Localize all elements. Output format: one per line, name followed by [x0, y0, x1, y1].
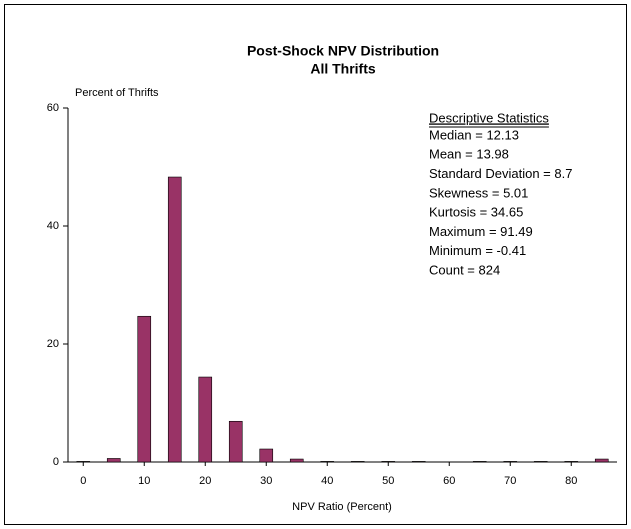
chart-frame	[4, 4, 627, 525]
x-tick-label: 60	[443, 475, 455, 487]
x-tick-label: 40	[321, 475, 333, 487]
bar	[564, 461, 579, 463]
stats-line: Kurtosis = 34.65	[429, 205, 523, 220]
bar	[106, 458, 121, 463]
bar	[594, 458, 609, 463]
x-tick-label: 0	[80, 475, 86, 487]
x-tick-label: 10	[138, 475, 150, 487]
y-tick-label: 20	[47, 338, 59, 350]
stats-line: Median = 12.13	[429, 127, 519, 142]
stats-title: Descriptive Statistics	[429, 110, 549, 125]
stats-line: Minimum = -0.41	[429, 243, 526, 258]
x-axis-label: NPV Ratio (Percent)	[292, 501, 392, 513]
x-tick-label: 80	[565, 475, 577, 487]
bar	[472, 461, 487, 463]
bar	[350, 461, 365, 463]
y-tick-label: 60	[47, 102, 59, 114]
y-tick-label: 0	[53, 456, 59, 468]
stats-line: Mean = 13.98	[429, 147, 509, 162]
bar	[76, 461, 91, 463]
bar	[167, 176, 182, 463]
x-tick-label: 70	[504, 475, 516, 487]
x-tick-label: 20	[199, 475, 211, 487]
bar	[259, 448, 274, 463]
y-tick-label: 40	[47, 220, 59, 232]
bar	[320, 461, 335, 463]
bar	[228, 420, 243, 463]
chart-subtitle: All Thrifts	[310, 61, 376, 77]
bar	[137, 315, 152, 463]
y-axis-label: Percent of Thrifts	[75, 87, 159, 99]
x-tick-label: 50	[382, 475, 394, 487]
stats-line: Skewness = 5.01	[429, 185, 528, 200]
chart-title: Post-Shock NPV Distribution	[247, 43, 439, 59]
stats-line: Count = 824	[429, 263, 500, 278]
bar	[198, 376, 213, 463]
bar	[503, 461, 518, 463]
x-tick-label: 30	[260, 475, 272, 487]
bar	[381, 461, 396, 463]
bar	[411, 461, 426, 463]
bar	[533, 461, 548, 463]
bar	[289, 458, 304, 463]
stats-line: Standard Deviation = 8.7	[429, 166, 572, 181]
stats-line: Maximum = 91.49	[429, 224, 533, 239]
